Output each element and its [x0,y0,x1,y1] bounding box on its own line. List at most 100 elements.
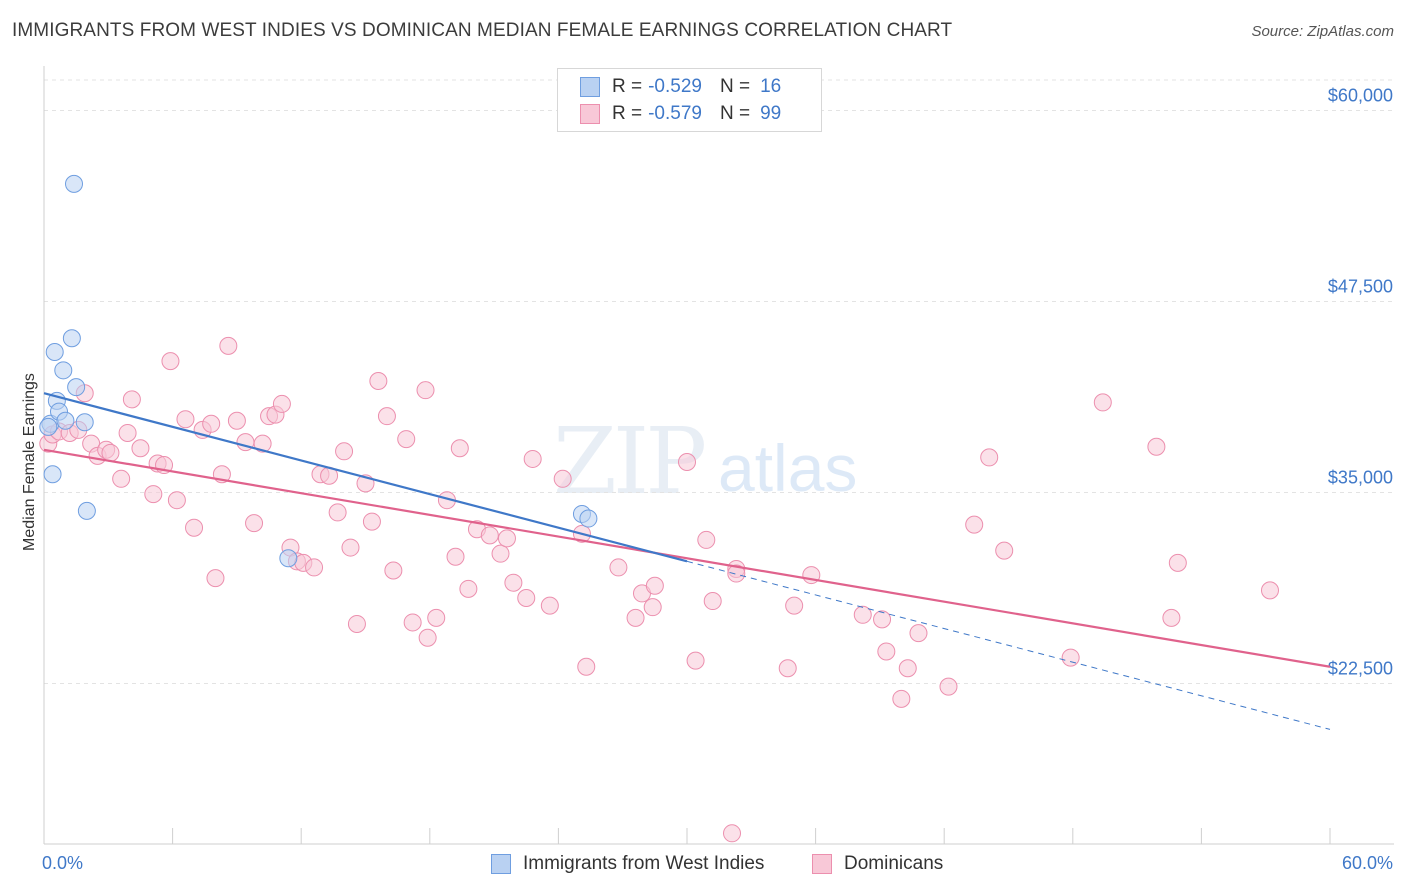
west-indies-point [579,509,598,528]
y-tick-label: $60,000 [1328,86,1393,106]
dominican-point [446,547,465,566]
dominican-point [727,564,746,583]
dominican-point [553,469,572,488]
bottom-legend-swatch-dominicans [812,854,832,874]
dominican-point [245,514,264,533]
dominican-point [227,411,246,430]
dominican-point [703,592,722,611]
legend-n-label: N = [719,103,751,124]
west-indies-point [75,413,94,432]
dominican-point [540,596,559,615]
dominican-point [403,613,422,632]
dominican-point [523,449,542,468]
dominican-point [686,651,705,670]
dominican-point [219,336,238,355]
dominican-point [995,541,1014,560]
legend-row-dominicans: R = -0.579 N = 99 [580,102,781,126]
dominican-point [517,588,536,607]
dominican-point [1168,553,1187,572]
dominican-point [131,439,150,458]
y-tick-label: $22,500 [1328,659,1393,679]
dominican-point [272,394,291,413]
legend-r-label: R = [612,76,643,97]
dominican-point [1093,393,1112,412]
y-axis-label: Median Female Earnings [21,373,38,551]
west-indies-point [54,361,73,380]
dominican-point [609,558,628,577]
bottom-legend-item-west-indies: Immigrants from West Indies [491,852,764,876]
dominican-point [778,659,797,678]
dominican-point [877,642,896,661]
dominican-point [898,659,917,678]
dominican-point [144,485,163,504]
dominican-point [643,598,662,617]
legend-row-west-indies: R = -0.529 N = 16 [580,75,781,99]
legend-n-value: 16 [760,76,782,97]
dominican-point [723,824,742,843]
dominican-point [118,423,137,442]
west-indies-point [67,378,86,397]
dominican-point [328,503,347,522]
dominican-point [892,689,911,708]
dominican-point [1162,608,1181,627]
dominican-point [176,410,195,429]
dominican-point [491,544,510,563]
west-indies-trend-line [43,392,688,563]
dominican-point [980,448,999,467]
dominican-trend-line [43,448,1331,668]
dominican-point [1061,648,1080,667]
dominican-point [909,624,928,643]
dominican-point [1260,581,1279,600]
dominican-point [362,512,381,531]
dominican-point [678,453,696,471]
dominican-point [377,407,396,426]
dominican-point [384,561,403,580]
dominican-point [459,579,478,598]
west-indies-point [62,329,81,348]
bottom-legend-label-west-indies: Immigrants from West Indies [523,853,765,874]
bottom-legend-label-dominicans: Dominicans [844,853,944,874]
dominican-point [122,390,141,409]
legend-n-label: N = [719,76,751,97]
legend-swatch-west-indies [580,77,600,97]
west-indies-trend-extension [686,560,1331,730]
dominican-point [873,610,892,629]
dominican-point [305,558,324,577]
west-indies-point [43,465,62,484]
dominican-point [253,434,272,453]
legend-swatch-dominicans [580,104,600,124]
y-tick-label: $47,500 [1328,277,1393,297]
x-tick-label: 0.0% [42,853,83,873]
source-label: Source: ZipAtlas.com [1251,23,1394,40]
dominican-point [416,381,435,400]
dominican-point [161,352,180,371]
dominican-point [397,430,416,449]
legend-r-value: -0.529 [648,76,702,97]
dominican-point [939,677,958,696]
west-indies-point [39,417,58,436]
dominican-point [427,608,446,627]
dominican-point [497,529,516,548]
dominican-point [577,657,596,676]
y-tick-label: $35,000 [1328,468,1393,488]
dominican-point [202,414,221,433]
chart-title: IMMIGRANTS FROM WEST INDIES VS DOMINICAN… [12,20,953,41]
dominican-point [347,614,366,633]
dominican-point [112,469,131,488]
dominican-point [185,518,204,537]
legend-n-value: 99 [760,103,782,124]
dominican-point [418,628,437,647]
dominican-point [480,526,499,545]
dominican-point [167,491,186,510]
west-indies-point [45,342,64,361]
bottom-legend-swatch-west-indies [491,854,511,874]
x-tick-label: 60.0% [1342,853,1393,873]
dominican-point [335,442,354,461]
dominican-point [785,596,804,615]
dominican-point [101,443,120,462]
dominican-point [450,439,469,458]
bottom-legend-item-dominicans: Dominicans [812,852,943,876]
west-indies-point [65,174,84,193]
legend-r-label: R = [612,103,643,124]
